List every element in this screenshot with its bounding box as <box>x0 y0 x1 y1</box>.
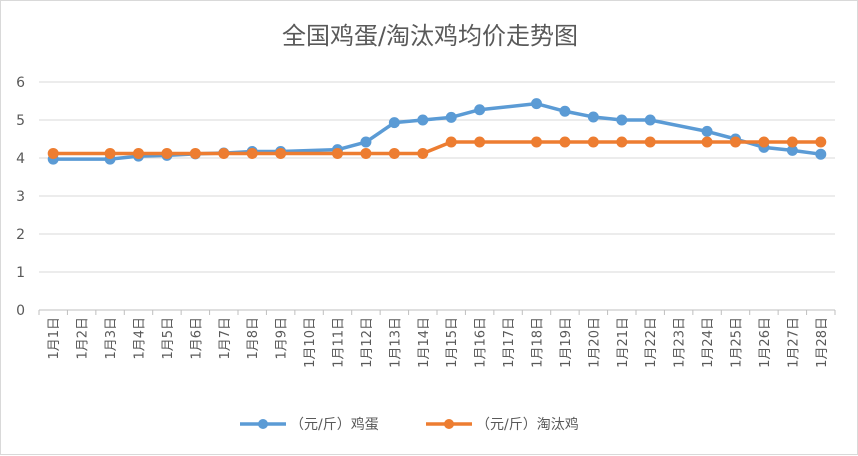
x-tick-label: 1月11日 <box>332 317 347 368</box>
data-point <box>332 147 343 159</box>
y-tick-label: 0 <box>16 303 25 319</box>
data-point <box>417 114 429 126</box>
x-tick-label: 1月16日 <box>474 317 489 368</box>
x-tick-label: 1月6日 <box>189 317 204 360</box>
x-tick-label: 1月26日 <box>758 317 773 368</box>
x-tick-label: 1月15日 <box>445 317 460 368</box>
data-point <box>360 136 372 148</box>
data-point <box>417 147 429 159</box>
data-point <box>786 136 798 148</box>
x-tick-label: 1月12日 <box>360 317 375 368</box>
x-tick-label: 1月1日 <box>47 317 62 360</box>
data-point <box>388 147 400 159</box>
data-point <box>275 147 287 159</box>
y-tick-label: 1 <box>16 265 25 281</box>
data-point <box>616 136 628 148</box>
x-tick-label: 1月14日 <box>417 317 432 368</box>
x-tick-label: 1月20日 <box>587 317 602 368</box>
x-tick-label: 1月25日 <box>730 317 745 368</box>
x-tick-label: 1月2日 <box>76 317 91 360</box>
data-point <box>445 136 457 148</box>
data-point <box>815 136 827 148</box>
data-point <box>587 111 599 123</box>
x-tick-label: 1月3日 <box>104 317 119 360</box>
data-point <box>758 136 770 148</box>
y-axis-ticks: 0 1 2 3 4 5 6 <box>16 75 25 319</box>
legend-label: （元/斤）淘汰鸡 <box>476 416 579 433</box>
data-point <box>47 147 59 159</box>
x-tick-label: 1月22日 <box>644 317 659 368</box>
data-point <box>644 136 656 148</box>
data-point <box>474 136 486 148</box>
x-axis <box>38 309 836 315</box>
x-axis-ticks: 1月1日 1月2日 1月3日 1月4日 1月5日 1月6日 1月7日 1月8日 1月9日 1月10… <box>47 317 830 368</box>
data-point <box>559 136 571 148</box>
data-point <box>189 147 201 159</box>
legend: （元/斤）鸡蛋 （元/斤）淘汰鸡 <box>240 416 579 433</box>
legend-swatch-marker <box>258 419 268 429</box>
x-tick-label: 1月8日 <box>246 317 261 360</box>
x-tick-label: 1月28日 <box>815 317 830 368</box>
x-tick-label: 1月18日 <box>531 317 546 368</box>
grid-lines <box>39 81 835 311</box>
data-point <box>360 147 372 159</box>
x-tick-label: 1月19日 <box>559 317 574 368</box>
data-point <box>133 147 144 159</box>
chart-title: 全国鸡蛋/淘汰鸡均价走势图 <box>282 22 578 50</box>
data-point <box>644 114 656 126</box>
x-tick-label: 1月13日 <box>388 317 403 368</box>
data-point <box>161 147 173 159</box>
x-tick-label: 1月10日 <box>303 317 318 368</box>
y-tick-label: 4 <box>16 151 25 167</box>
data-point <box>531 98 542 110</box>
data-point <box>587 136 599 148</box>
data-point <box>531 136 542 148</box>
x-tick-label: 1月9日 <box>275 317 290 360</box>
data-point <box>701 125 713 137</box>
y-tick-label: 5 <box>16 113 25 129</box>
data-point <box>445 111 457 123</box>
legend-swatch-marker <box>444 419 454 429</box>
x-tick-label: 1月7日 <box>218 317 233 360</box>
data-point <box>701 136 713 148</box>
x-tick-label: 1月17日 <box>502 317 517 368</box>
x-tick-label: 1月5日 <box>161 317 176 360</box>
data-point <box>104 147 116 159</box>
x-tick-label: 1月21日 <box>616 317 631 368</box>
data-point <box>246 147 258 159</box>
data-point <box>474 104 486 116</box>
y-tick-label: 3 <box>16 189 25 205</box>
data-point <box>815 148 827 160</box>
x-tick-label: 1月27日 <box>786 317 801 368</box>
data-point <box>559 105 571 117</box>
data-point <box>218 147 230 159</box>
data-point <box>616 114 628 126</box>
x-tick-label: 1月23日 <box>673 317 688 368</box>
data-point <box>388 117 400 129</box>
series-layer <box>47 98 827 165</box>
legend-label: （元/斤）鸡蛋 <box>290 416 379 433</box>
x-tick-label: 1月4日 <box>133 317 148 360</box>
y-tick-label: 6 <box>16 75 25 91</box>
x-tick-label: 1月24日 <box>701 317 716 368</box>
data-point <box>730 136 741 148</box>
y-tick-label: 2 <box>16 227 25 243</box>
